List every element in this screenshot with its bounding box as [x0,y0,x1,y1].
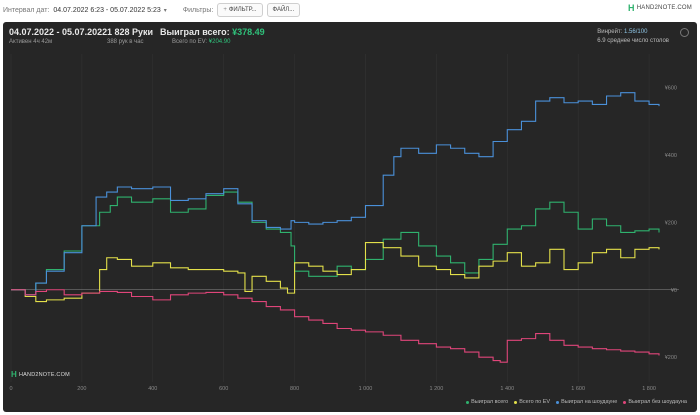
filter-button-label: ФИЛЬТР... [228,7,257,13]
chevron-down-icon[interactable]: ▾ [163,7,167,14]
winnings-stat: Выиграл всего: ¥378.49 Всего по EV: ¥204… [160,27,265,45]
legend-label: Выиграл без шоудауна [628,399,687,405]
filters-label: Фильтры: [182,6,214,14]
legend-dot-icon [514,400,518,404]
y-tick-label: ¥200 [665,355,677,361]
legend-label: Выиграл всего [471,399,509,405]
legend-item[interactable]: Всего по EV [514,399,550,405]
file-button[interactable]: ФАЙЛ... [266,3,301,17]
legend-label: Выиграл на шоудауне [561,399,618,405]
graph-panel: 0 200 400 600 800 1 000 1 200 1 400 1 600 1 800 ¥6… [3,22,697,412]
x-tick-label: 1 000 [359,386,373,392]
x-tick-label: 200 [77,386,86,392]
filter-button[interactable]: + ФИЛЬТР... [217,3,263,17]
watermark: H HAND2NOTE.COM [11,370,70,379]
winnings-chart: 0 200 400 600 800 1 000 1 200 1 400 1 600 1 800 ¥6… [9,54,679,392]
legend-item[interactable]: Выиграл на шоудауне [556,399,617,405]
series-line [11,191,660,296]
plus-icon: + [223,7,227,13]
legend-dot-icon [623,400,627,404]
x-tick-label: 800 [290,386,299,392]
ev-total-label: Всего по EV: [172,39,208,45]
hands-stat: 1 828 Руки 388 рук в час [107,27,153,45]
ev-total-value: ¥204.90 [208,39,231,45]
brand-logo-text: HAND2NOTE.COM [636,5,692,11]
legend-label: Всего по EV [519,399,551,405]
y-tick-label: ¥200 [665,220,677,226]
settings-icon[interactable] [680,28,689,37]
x-tick-label: 1 600 [571,386,585,392]
won-total-label: Выиграл всего: [160,27,230,37]
hand2note-logo-icon: H [628,3,635,13]
avg-tables: 6.9 среднее число столов [597,38,669,44]
legend-item[interactable]: Выиграл без шоудауна [623,399,687,405]
x-tick-label: 600 [219,386,228,392]
x-tick-label: 1 200 [430,386,444,392]
x-tick-label: 1 400 [500,386,514,392]
winrate-label: Винрейт: [597,29,623,35]
series-line [11,242,660,303]
date-interval-value[interactable]: 04.07.2022 6:23 - 05.07.2022 5:23 [53,6,161,14]
date-interval-label: Интервал дат: [3,6,50,14]
legend-dot-icon [466,400,470,404]
hands-count: 1 828 Руки [107,27,154,37]
filter-bar: Интервал дат: 04.07.2022 6:23 - 05.07.20… [0,0,700,20]
legend-item[interactable]: Выиграл всего [466,399,508,405]
date-range: 04.07.2022 - 05.07.2022 [9,27,108,37]
winrate-box: Винрейт: 1.56/100 6.9 среднее число стол… [597,28,669,46]
chart-legend: Выиграл всего Всего по EV Выиграл на шоуда… [466,399,687,405]
session-dates: 04.07.2022 - 05.07.2022 Активен 4ч 42м [9,27,107,45]
y-tick-label: ¥600 [665,86,677,92]
watermark-text: HAND2NOTE.COM [18,371,70,378]
winrate-value: 1.56/100 [624,29,648,35]
x-tick-label: 1 800 [642,386,656,392]
series-line [11,289,660,363]
brand-logo[interactable]: H HAND2NOTE.COM [628,3,692,13]
hands-per-hour: 388 рук в час [107,39,144,45]
series-line [11,92,660,296]
y-tick-label: ¥0 [671,288,677,294]
won-total-value: ¥378.49 [232,27,265,37]
legend-dot-icon [556,400,560,404]
active-time: Активен 4ч 42м [9,39,53,45]
y-tick-label: ¥400 [665,153,677,159]
x-tick-label: 400 [148,386,157,392]
hand2note-watermark-icon: H [11,370,17,379]
x-tick-label: 0 [9,386,12,392]
